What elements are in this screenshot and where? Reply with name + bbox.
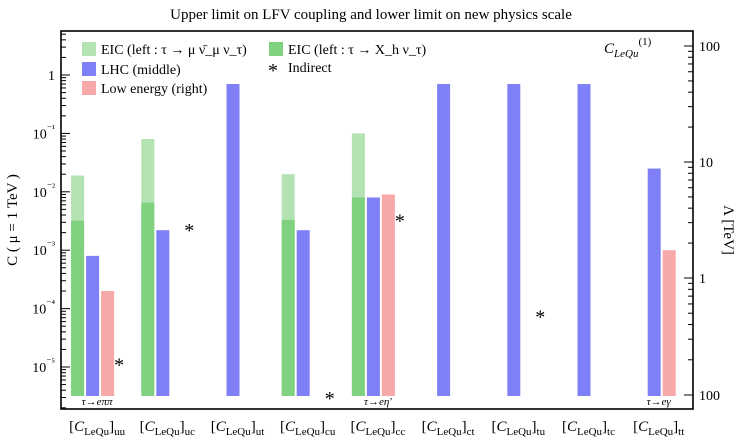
y-tick-label: 10⁻⁵ [32, 357, 55, 376]
legend-label-low: Low energy (right) [101, 82, 208, 97]
x-tick-label-tu: [CLeQu]tu [491, 419, 545, 438]
bar-eic_h-cc [351, 197, 365, 396]
x-tick-label-tc: [CLeQu]tc [562, 419, 615, 438]
indirect-marker-tu: * [535, 306, 545, 328]
legend-label-lhc: LHC (middle) [101, 63, 181, 78]
indirect-marker-cc: * [395, 210, 405, 232]
y-tick-label: 10⁻⁴ [32, 299, 55, 318]
x-tick-label-cc: [CLeQu]cc [350, 419, 405, 438]
y2-tick-label: 10 [699, 156, 713, 171]
x-tick-label-ct: [CLeQu]ct [422, 419, 475, 438]
x-tick-label-uc: [CLeQu]uc [140, 419, 196, 438]
bar-lhc-ut [226, 84, 240, 397]
x-tick-label-tt: [CLeQu]tt [633, 419, 684, 438]
bar-eic_h-cu [281, 219, 295, 396]
x-axis: [CLeQu]uu [CLeQu]uc [CLeQu]ut [CLeQu]cu [CLe… [69, 419, 684, 438]
y-tick-label: 10⁻² [33, 182, 55, 201]
bar-eic_h-uu [71, 220, 85, 396]
bar-lhc-ct [437, 84, 451, 397]
legend-label-indirect: Indirect [288, 61, 332, 76]
y-axis-label: C ( μ = 1 TeV ) [5, 174, 21, 266]
y2-tick-label: 100 [699, 389, 720, 404]
y-axis-left: 10⁻⁵ 10⁻⁴ 10⁻³ 10⁻² 10⁻¹ 1 [32, 33, 70, 409]
indirect-markers-layer: * * * * * [114, 210, 545, 409]
legend-swatch-low [82, 81, 96, 95]
bar-lhc-uu [86, 255, 100, 396]
y-tick-label: 10⁻³ [33, 240, 55, 259]
legend-label-eic-mu: EIC (left : τ → μ ν̄_μ ν_τ) [101, 43, 247, 58]
category-notes: τ→eππ τ→eη′ τ→eγ [82, 396, 672, 408]
legend-marker-indirect: * [268, 60, 278, 82]
y-tick-label: 1 [48, 69, 55, 84]
indirect-marker-uc: * [184, 220, 194, 242]
corner-label: CLeQu(1) [604, 36, 652, 60]
legend-swatch-eic-h [269, 42, 283, 56]
y-tick-label: 10⁻¹ [33, 123, 55, 142]
bar-eic_h-uc [141, 202, 155, 396]
bars-layer [71, 84, 676, 397]
bar-low-cc [381, 194, 395, 396]
chart-title: Upper limit on LFV coupling and lower li… [170, 7, 572, 23]
bar-lhc-tu [507, 84, 521, 397]
y2-axis-label: Λ [TeV] [720, 205, 736, 255]
y-axis-right: 100 10 1 100 [684, 40, 720, 404]
x-tick-label-ut: [CLeQu]ut [211, 419, 265, 438]
bar-lhc-cc [366, 197, 380, 396]
bar-low-uu [101, 291, 115, 396]
plot-frame [60, 30, 694, 410]
y2-tick-label: 1 [699, 272, 706, 287]
bar-lhc-uc [156, 230, 170, 396]
y2-tick-label: 100 [699, 40, 720, 55]
legend: EIC (left : τ → μ ν̄_μ ν_τ) LHC (middle)… [82, 42, 426, 97]
category-note-tt: τ→eγ [647, 396, 672, 408]
indirect-marker-uu: * [114, 354, 124, 376]
legend-label-eic-h: EIC (left : τ → X_h ν_τ) [288, 43, 426, 58]
category-note-uu: τ→eππ [82, 396, 113, 408]
x-tick-label-uu: [CLeQu]uu [69, 419, 126, 438]
bar-lhc-tc [577, 84, 591, 397]
x-tick-label-cu: [CLeQu]cu [280, 419, 336, 438]
bar-lhc-cu [296, 230, 310, 396]
legend-swatch-lhc [82, 62, 96, 76]
bar-low-tt [662, 250, 676, 396]
indirect-marker-cu: * [325, 388, 335, 410]
category-note-cc: τ→eη′ [364, 396, 392, 408]
legend-swatch-eic-mu [82, 42, 96, 56]
bar-lhc-tt [647, 168, 661, 396]
